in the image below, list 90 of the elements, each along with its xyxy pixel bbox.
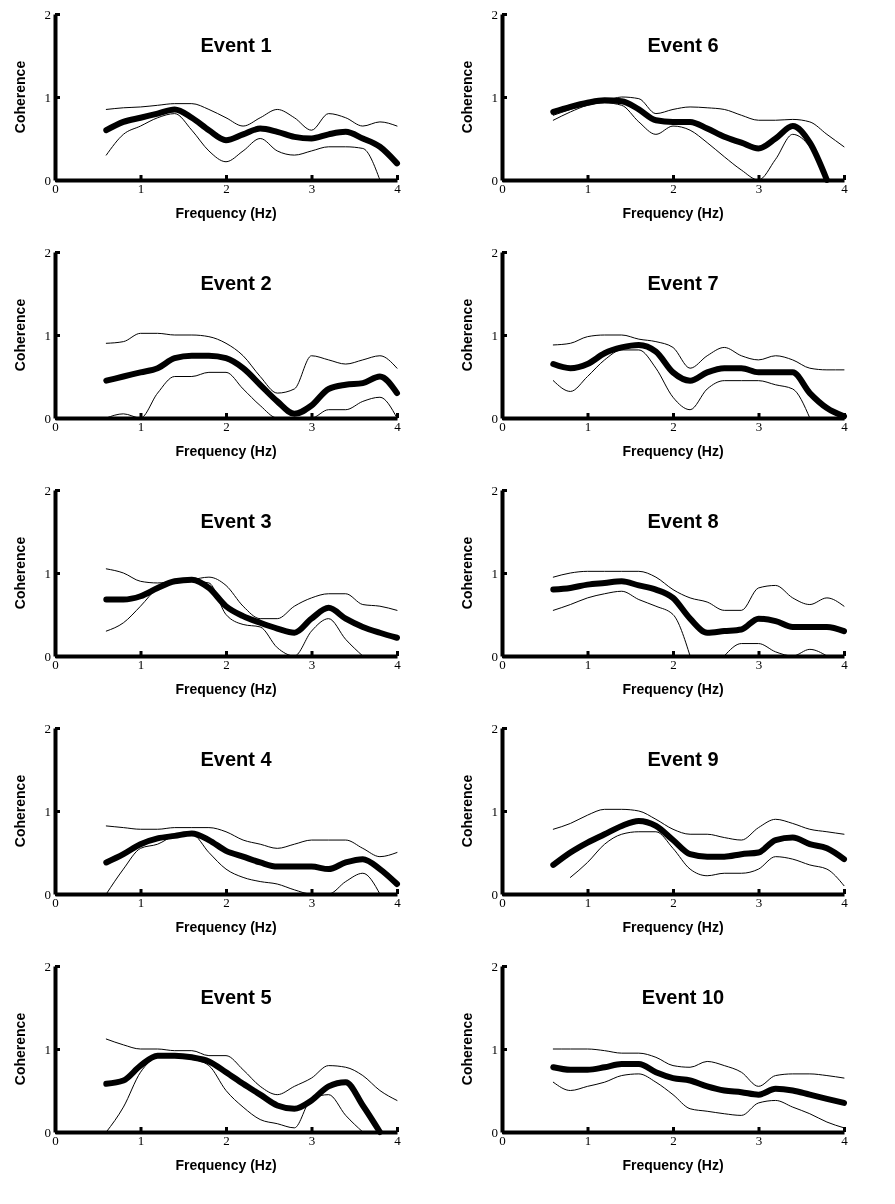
x-tick-label: 4 <box>394 181 402 197</box>
y-axis-title: Coherence <box>459 1012 475 1086</box>
y-axis-title: Coherence <box>459 536 475 610</box>
x-tick-label: 1 <box>584 419 592 435</box>
y-tick-label: 1 <box>44 565 51 581</box>
y-tick-label: 1 <box>44 803 51 819</box>
y-tick-label: 2 <box>491 6 498 22</box>
x-tick-label: 4 <box>841 657 849 673</box>
x-tick-label: 2 <box>223 181 230 197</box>
y-axis-title: Coherence <box>12 536 28 610</box>
text: Event 1 <box>200 34 272 56</box>
x-axis-title: Frequency (Hz) <box>622 1157 724 1173</box>
y-axis-title: Coherence <box>459 774 475 848</box>
x-axis-title: Frequency (Hz) <box>622 681 724 697</box>
x-tick-label: 2 <box>670 895 677 911</box>
y-axis-title: Coherence <box>12 60 28 134</box>
x-axis-title: Frequency (Hz) <box>175 205 277 221</box>
y-tick-label: 1 <box>491 327 498 343</box>
x-axis-title: Frequency (Hz) <box>175 443 277 459</box>
x-tick-label: 1 <box>584 657 592 673</box>
x-tick-label: 1 <box>584 181 592 197</box>
x-tick-label: 3 <box>755 895 763 911</box>
x-tick-label: 4 <box>841 1133 849 1149</box>
x-tick-label: 3 <box>755 181 763 197</box>
text: Event 7 <box>647 272 719 294</box>
x-tick-label: 2 <box>670 181 677 197</box>
x-tick-label: 3 <box>308 895 316 911</box>
x-tick-label: 2 <box>670 657 677 673</box>
x-tick-label: 2 <box>223 1133 230 1149</box>
y-tick-label: 2 <box>491 720 498 736</box>
x-tick-label: 2 <box>670 1133 677 1149</box>
x-tick-label: 3 <box>755 657 763 673</box>
text: Event 8 <box>647 510 719 532</box>
x-tick-label: 1 <box>137 419 145 435</box>
x-tick-label: 2 <box>223 657 230 673</box>
x-tick-label: 2 <box>670 419 677 435</box>
x-tick-label: 1 <box>584 1133 592 1149</box>
y-axis-title: Coherence <box>459 298 475 372</box>
x-axis-title: Frequency (Hz) <box>622 443 724 459</box>
x-tick-label: 1 <box>137 895 145 911</box>
y-tick-label: 1 <box>44 1041 51 1057</box>
x-axis-title: Frequency (Hz) <box>175 1157 277 1173</box>
x-tick-label: 3 <box>308 419 316 435</box>
x-tick-label: 3 <box>308 1133 316 1149</box>
y-tick-label: 2 <box>44 6 51 22</box>
y-axis-title: Coherence <box>459 60 475 134</box>
text: Event 4 <box>200 748 273 770</box>
x-tick-label: 3 <box>755 1133 763 1149</box>
x-axis-title: Frequency (Hz) <box>622 919 724 935</box>
x-tick-label: 3 <box>308 181 316 197</box>
x-tick-label: 4 <box>394 419 402 435</box>
y-tick-label: 2 <box>491 958 498 974</box>
y-tick-label: 2 <box>44 244 51 260</box>
text: Event 2 <box>200 272 272 294</box>
y-tick-label: 2 <box>491 244 498 260</box>
x-tick-label: 3 <box>308 657 316 673</box>
y-tick-label: 1 <box>491 1041 498 1057</box>
y-tick-label: 1 <box>491 565 498 581</box>
x-tick-label: 2 <box>223 419 230 435</box>
x-tick-label: 1 <box>137 181 145 197</box>
y-tick-label: 2 <box>491 482 498 498</box>
x-tick-label: 2 <box>223 895 230 911</box>
text: Event 10 <box>641 986 725 1008</box>
x-axis-title: Frequency (Hz) <box>175 919 277 935</box>
y-tick-label: 1 <box>44 327 51 343</box>
x-tick-label: 3 <box>755 419 763 435</box>
x-tick-label: 4 <box>394 657 402 673</box>
x-axis-title: Frequency (Hz) <box>622 205 724 221</box>
y-axis-title: Coherence <box>12 774 28 848</box>
y-tick-label: 2 <box>44 958 51 974</box>
x-tick-label: 4 <box>394 1133 402 1149</box>
x-tick-label: 1 <box>137 1133 145 1149</box>
y-tick-label: 1 <box>44 89 51 105</box>
x-tick-label: 4 <box>841 419 849 435</box>
text: Event 6 <box>647 34 719 56</box>
x-tick-label: 1 <box>584 895 592 911</box>
x-tick-label: 4 <box>841 181 849 197</box>
x-tick-label: 4 <box>394 895 402 911</box>
x-tick-label: 1 <box>137 657 145 673</box>
text: Event 3 <box>200 510 272 532</box>
y-tick-label: 2 <box>44 720 51 736</box>
y-tick-label: 1 <box>491 89 498 105</box>
y-axis-title: Coherence <box>12 298 28 372</box>
text: Event 9 <box>647 748 719 770</box>
y-tick-label: 2 <box>44 482 51 498</box>
x-axis-title: Frequency (Hz) <box>175 681 277 697</box>
y-tick-label: 1 <box>491 803 498 819</box>
x-tick-label: 4 <box>841 895 849 911</box>
y-axis-title: Coherence <box>12 1012 28 1086</box>
text: Event 5 <box>200 986 272 1008</box>
